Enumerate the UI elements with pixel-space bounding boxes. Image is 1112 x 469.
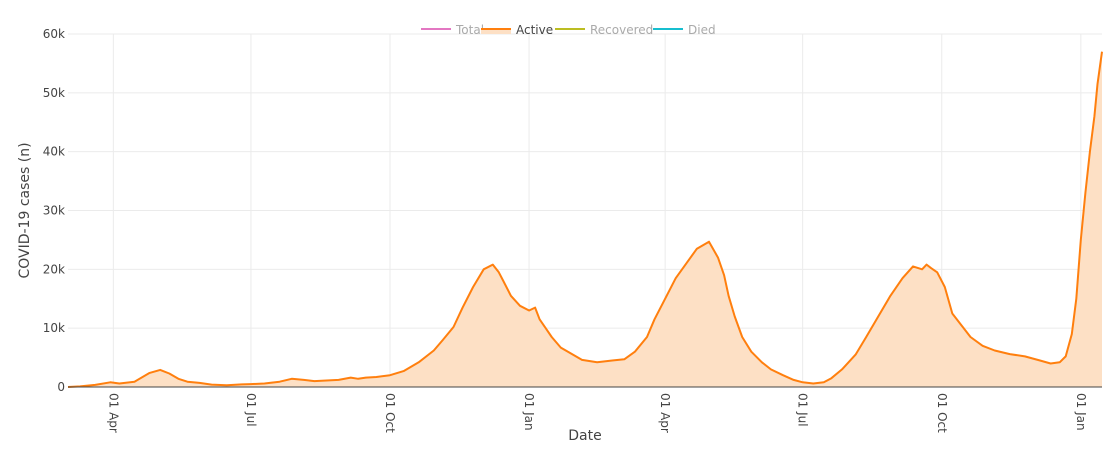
legend-item-active[interactable]: Active (481, 23, 553, 37)
x-axis-title: Date (568, 428, 601, 444)
legend-label: Active (516, 23, 553, 37)
legend-item-recovered[interactable]: Recovered (555, 23, 653, 37)
y-tick-label: 40k (43, 145, 65, 159)
y-tick-label: 30k (43, 204, 65, 218)
series-active-line (67, 51, 1103, 388)
area-layer (67, 51, 1103, 388)
y-tick-label: 50k (43, 86, 65, 100)
x-tick-label: 01 Jan (522, 393, 536, 431)
series-active-area (68, 51, 1102, 387)
legend: Total Active Recovered Died (421, 23, 716, 37)
x-tick-label: 01 Jan (1074, 393, 1088, 431)
x-tick-label: 01 Jul (796, 393, 810, 427)
tick-label-layer: 0 10k 20k 30k 40k 50k 60k 01 Apr 01 Jul 01 Oct 01 … (43, 27, 1088, 433)
y-tick-label: 10k (43, 321, 65, 335)
legend-item-total[interactable]: Total (421, 23, 484, 37)
y-tick-label: 20k (43, 262, 65, 276)
y-axis-title: COVID-19 cases (n) (17, 142, 33, 278)
legend-label: Total (455, 23, 484, 37)
legend-label: Recovered (590, 23, 653, 37)
legend-swatch-fill (481, 28, 511, 34)
y-tick-label: 0 (57, 380, 65, 394)
x-tick-label: 01 Apr (658, 393, 672, 433)
legend-label: Died (688, 23, 716, 37)
x-tick-label: 01 Jul (244, 393, 258, 427)
legend-item-died[interactable]: Died (653, 23, 716, 37)
x-tick-label: 01 Oct (935, 393, 949, 433)
y-tick-label: 60k (43, 27, 65, 41)
x-tick-label: 01 Apr (106, 393, 120, 433)
x-tick-label: 01 Oct (383, 393, 397, 433)
